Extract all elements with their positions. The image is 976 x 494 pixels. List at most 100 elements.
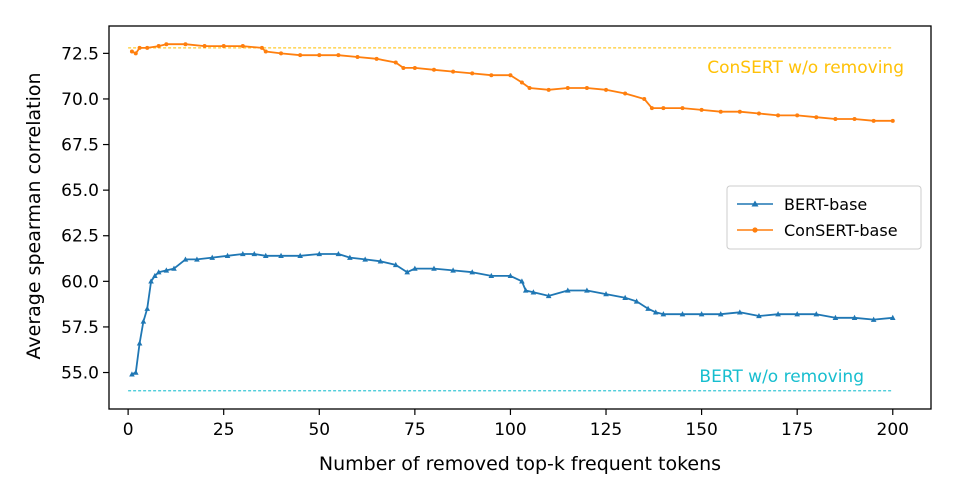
data-point: [183, 42, 188, 47]
x-tick-label: 175: [781, 420, 813, 440]
data-point: [661, 106, 666, 111]
x-tick-label: 125: [590, 420, 622, 440]
data-point: [251, 250, 258, 257]
legend-marker-consert-base: [752, 227, 758, 233]
data-point: [519, 278, 525, 284]
legend-marker-bert-base: [751, 200, 759, 207]
data-point: [171, 265, 177, 271]
data-point: [604, 87, 609, 92]
data-point: [450, 267, 456, 273]
x-axis-title: Number of removed top-k frequent tokens: [319, 453, 721, 475]
data-point: [374, 56, 379, 61]
data-point: [133, 51, 138, 56]
data-point: [431, 67, 436, 72]
data-point: [136, 340, 143, 346]
data-point: [240, 250, 246, 257]
data-point: [393, 60, 398, 65]
data-point: [698, 311, 705, 317]
x-tick-label: 0: [123, 420, 134, 440]
data-point: [737, 109, 742, 114]
data-point: [362, 256, 368, 262]
data-point: [489, 73, 494, 78]
x-tick-label: 100: [494, 420, 526, 440]
y-tick-label: 62.5: [61, 227, 99, 247]
y-tick-label: 57.5: [61, 318, 99, 338]
data-point: [679, 311, 686, 317]
data-point: [152, 272, 158, 279]
data-point: [699, 107, 704, 112]
data-point: [890, 118, 895, 123]
series-layer: [129, 42, 896, 377]
annotation-bert-wo-removing: BERT w/o removing: [699, 367, 864, 387]
data-point: [813, 311, 820, 317]
data-point: [401, 65, 406, 70]
data-point: [870, 316, 877, 322]
data-point: [145, 45, 150, 50]
data-point: [603, 291, 609, 297]
y-tick-label: 72.5: [61, 44, 99, 64]
data-point: [522, 287, 529, 293]
data-point: [546, 87, 551, 92]
legend-label-consert-base: ConSERT-base: [784, 221, 898, 240]
x-tick-label: 25: [213, 420, 235, 440]
annotation-consert-wo-removing: ConSERT w/o removing: [707, 58, 904, 78]
data-point: [262, 252, 269, 258]
data-point: [404, 269, 411, 275]
data-point: [144, 305, 151, 311]
data-point: [316, 250, 323, 257]
data-point: [633, 298, 640, 304]
data-point: [469, 269, 476, 275]
data-point: [833, 117, 838, 122]
x-tick-label: 150: [685, 420, 717, 440]
data-point: [355, 55, 360, 60]
data-point: [645, 305, 651, 311]
data-point: [756, 312, 762, 319]
data-point: [795, 113, 800, 118]
data-point: [470, 71, 475, 76]
data-point: [564, 287, 571, 293]
data-point: [335, 250, 342, 257]
data-point: [737, 309, 743, 315]
x-tick-label: 50: [308, 420, 330, 440]
x-tick-label: 200: [877, 420, 909, 440]
data-point: [164, 42, 169, 47]
series-line-bert-base: [131, 253, 893, 376]
data-point: [163, 267, 170, 273]
data-point: [377, 258, 384, 264]
data-point: [889, 314, 896, 321]
data-point: [680, 106, 685, 111]
data-point: [412, 265, 418, 271]
legend-box: [726, 185, 922, 250]
data-point: [336, 53, 341, 58]
data-point: [451, 69, 456, 74]
data-point: [156, 44, 161, 49]
y-tick-label: 60.0: [61, 272, 99, 292]
data-point: [129, 49, 134, 54]
data-point: [519, 80, 524, 85]
data-point: [431, 265, 437, 271]
data-point: [194, 256, 200, 262]
data-point: [347, 254, 353, 260]
y-axis: 55.0 57.5 60.0 62.5 65.0 67.5 70.0 72.5: [61, 44, 109, 384]
x-axis: 0 25 50 75 100 125 150 175 200: [123, 409, 909, 440]
data-point: [775, 311, 781, 317]
data-point: [412, 65, 417, 70]
y-tick-label: 67.5: [61, 136, 99, 156]
data-point: [140, 318, 147, 324]
data-point: [202, 44, 207, 49]
data-point: [545, 292, 552, 299]
data-point: [527, 86, 532, 91]
data-point: [279, 51, 284, 56]
data-point: [507, 272, 514, 279]
data-point: [278, 252, 284, 258]
data-point: [584, 86, 589, 91]
data-point: [209, 254, 216, 260]
data-point: [832, 314, 839, 321]
data-point: [622, 294, 628, 300]
legend-label-bert-base: BERT-base: [784, 195, 867, 214]
data-point: [182, 256, 189, 262]
data-point: [298, 53, 303, 58]
data-point: [508, 73, 513, 78]
data-point: [263, 49, 268, 54]
